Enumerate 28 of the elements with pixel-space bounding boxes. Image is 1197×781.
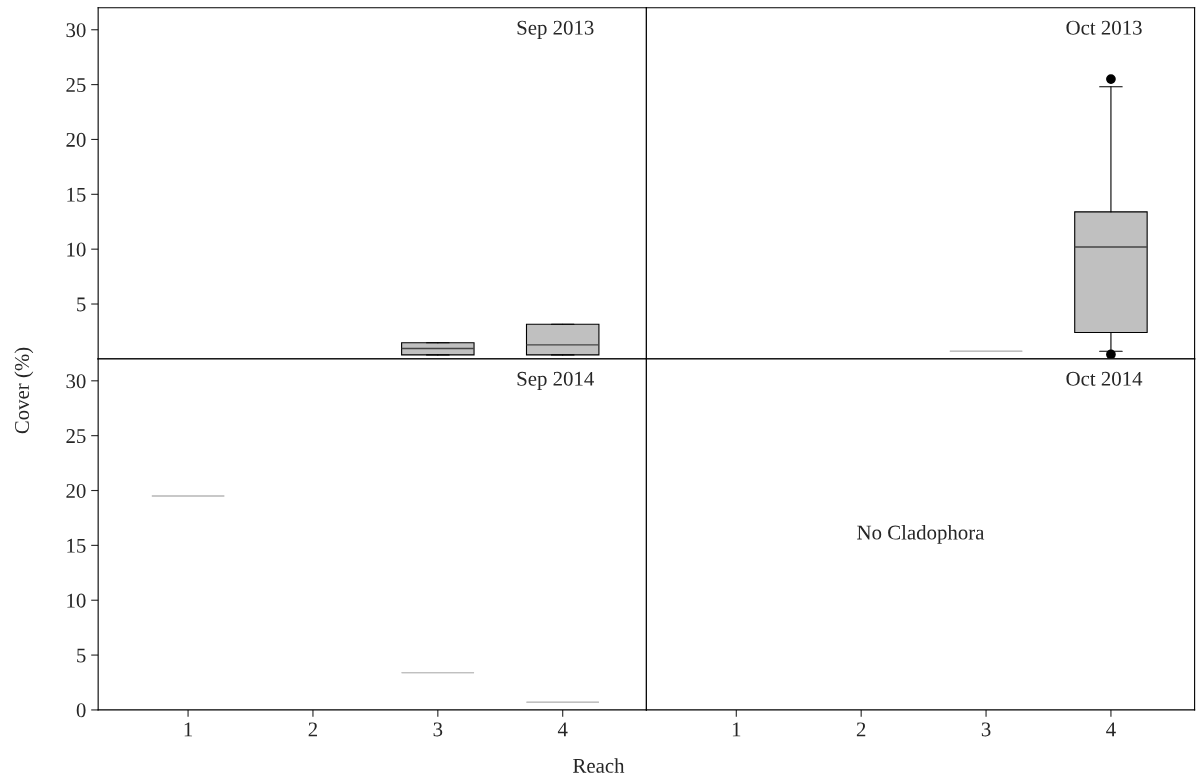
chart-title: Oct 2013: [1066, 20, 1142, 35]
y-tick-label: 20: [66, 483, 86, 498]
y-axis-title: Cover (%): [14, 347, 34, 434]
y-tick-label: 5: [77, 648, 86, 663]
x-tick-label: 1: [184, 722, 193, 737]
x-tick-label: 2: [308, 722, 318, 737]
y-tick-label: 15: [67, 538, 86, 553]
y-tick-label: 30: [66, 374, 86, 389]
y-tick-label: 15: [67, 187, 86, 202]
x-tick-label: 3: [433, 722, 443, 737]
y-tick-label: 10: [67, 242, 86, 257]
y-tick-label: 25: [66, 429, 86, 444]
y-tick-label: 0: [76, 703, 86, 718]
x-axis-title: Reach: [573, 758, 625, 773]
text: Sep 2014: [517, 371, 594, 391]
annotation: No Cladophora: [857, 524, 985, 544]
y-tick-label: 20: [66, 132, 86, 147]
x-tick-label: 4: [1106, 722, 1116, 737]
x-tick-label: 3: [981, 722, 991, 737]
chart-title: Oct 2014: [1066, 371, 1143, 386]
x-tick-label: 1: [732, 722, 741, 737]
y-tick-label: 5: [77, 297, 86, 312]
x-tick-label: 4: [557, 722, 568, 737]
x-tick-label: 2: [856, 722, 866, 737]
y-tick-label: 10: [67, 593, 86, 608]
y-tick-label: 30: [66, 23, 86, 38]
text: Sep 2013: [517, 20, 594, 39]
y-tick-label: 25: [66, 78, 86, 93]
